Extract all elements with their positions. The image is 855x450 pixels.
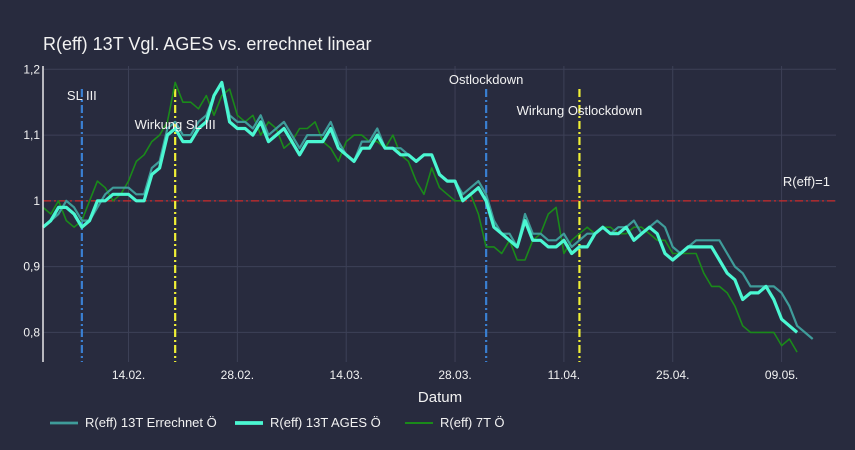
y-tick-label: 1,2 bbox=[23, 62, 40, 76]
y-tick-label: 0,8 bbox=[23, 325, 40, 339]
x-tick-label: 14.02. bbox=[112, 368, 145, 382]
x-tick-label: 25.04. bbox=[656, 368, 689, 382]
y-tick-label: 1,1 bbox=[23, 128, 40, 142]
chart-title: R(eff) 13T Vgl. AGES vs. errechnet linea… bbox=[43, 34, 371, 54]
legend-label: R(eff) 13T Errechnet Ö bbox=[85, 415, 217, 430]
annotation-layer: R(eff)=1 SL III Wirkung SL III Ostlockdown W… bbox=[67, 72, 830, 189]
grid-layer bbox=[43, 66, 836, 362]
x-tick-label: 09.05. bbox=[765, 368, 798, 382]
reference-label: R(eff)=1 bbox=[783, 174, 830, 189]
y-tick-label: 1 bbox=[33, 194, 40, 208]
series-line bbox=[42, 81, 798, 353]
x-tick-label: 28.02. bbox=[221, 368, 254, 382]
y-tick-label: 0,9 bbox=[23, 260, 40, 274]
reference-label: Wirkung SL III bbox=[135, 117, 216, 132]
axis-layer: 0,8 0,9 1 1,1 1,2 14.02. 28.02. 14.03. 28.03. 11.… bbox=[23, 62, 798, 382]
x-axis-label: Datum bbox=[418, 389, 462, 406]
reference-lines bbox=[43, 89, 836, 362]
series-line bbox=[41, 80, 799, 334]
series-layer bbox=[41, 80, 814, 353]
legend-label: R(eff) 13T AGES Ö bbox=[270, 415, 381, 430]
x-tick-label: 11.04. bbox=[548, 368, 580, 382]
reference-label: Wirkung Ostlockdown bbox=[517, 103, 643, 118]
x-tick-label: 14.03. bbox=[330, 368, 363, 382]
x-tick-label: 28.03. bbox=[438, 368, 471, 382]
legend: R(eff) 13T Errechnet Ö R(eff) 13T AGES Ö R… bbox=[50, 415, 505, 430]
reference-label: SL III bbox=[67, 88, 97, 103]
reference-label: Ostlockdown bbox=[449, 72, 523, 87]
legend-label: R(eff) 7T Ö bbox=[440, 415, 505, 430]
